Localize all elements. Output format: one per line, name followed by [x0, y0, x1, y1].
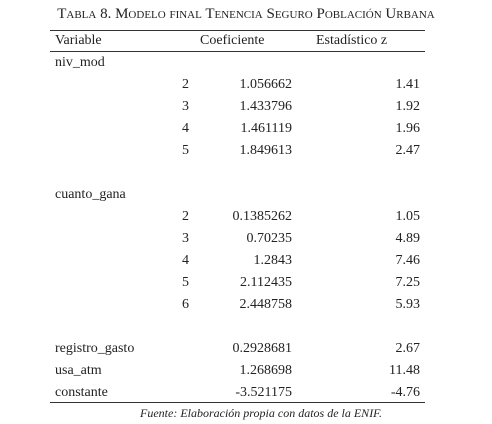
coef-cell: 1.056662 — [239, 77, 293, 92]
coef-cell: 0.2928681 — [232, 341, 293, 356]
source-note: Fuente: Elaboración propia con datos de … — [140, 406, 382, 420]
z-cell: 4.89 — [395, 231, 421, 246]
header-cell: Estadístico z — [316, 33, 388, 48]
coef-cell: 1.2843 — [253, 253, 293, 268]
coef-cell: 2.112435 — [240, 275, 292, 290]
table-title: Tabla 8. Modelo final Tenencia Seguro Po… — [57, 6, 435, 22]
z-cell: 2.67 — [395, 341, 421, 356]
z-cell: 5.93 — [395, 297, 421, 312]
header-cell: Variable — [55, 33, 102, 48]
level-cell: 6 — [182, 297, 189, 312]
variable-name: usa_atm — [55, 363, 102, 378]
level-cell: 5 — [182, 275, 189, 290]
coef-cell: 0.1385262 — [232, 209, 293, 224]
rule — [50, 30, 425, 31]
variable-name: constante — [55, 385, 108, 400]
variable-name: niv_mod — [55, 55, 105, 70]
level-cell: 3 — [182, 99, 189, 114]
z-cell: 1.92 — [395, 99, 421, 114]
level-cell: 4 — [182, 121, 189, 136]
level-cell: 5 — [182, 143, 189, 158]
level-cell: 3 — [182, 231, 189, 246]
z-cell: 1.05 — [395, 209, 421, 224]
z-cell: 7.46 — [395, 253, 421, 268]
rule — [50, 402, 425, 403]
header-cell: Coeficiente — [200, 33, 265, 48]
coef-cell: 0.70235 — [246, 231, 293, 246]
level-cell: 2 — [182, 77, 189, 92]
variable-name: cuanto_gana — [55, 187, 126, 202]
z-cell: -4.76 — [390, 385, 420, 400]
z-cell: 11.48 — [389, 363, 420, 378]
coef-cell: 2.448758 — [239, 297, 293, 312]
coef-cell: 1.268698 — [239, 363, 293, 378]
level-cell: 2 — [182, 209, 189, 224]
z-cell: 7.25 — [395, 275, 421, 290]
level-cell: 4 — [182, 253, 189, 268]
coef-cell: 1.461119 — [240, 121, 292, 136]
z-cell: 1.96 — [395, 121, 421, 136]
z-cell: 2.47 — [395, 143, 421, 158]
coef-cell: 1.849613 — [239, 143, 293, 158]
z-cell: 1.41 — [395, 77, 421, 92]
coef-cell: 1.433796 — [239, 99, 293, 114]
rule — [50, 51, 425, 52]
coef-cell: -3.521175 — [235, 385, 292, 400]
variable-name: registro_gasto — [55, 341, 135, 356]
